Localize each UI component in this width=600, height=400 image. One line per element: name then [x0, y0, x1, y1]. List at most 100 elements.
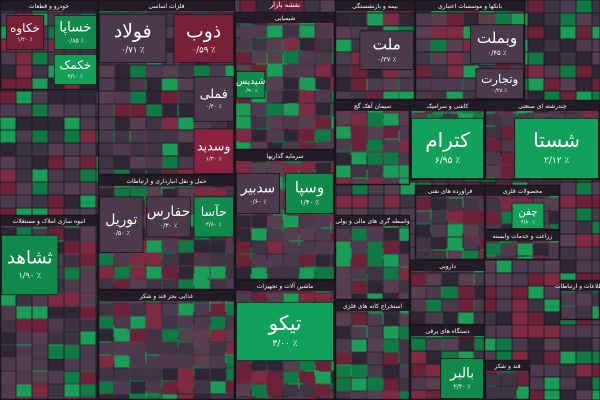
cell [576, 78, 592, 91]
cell [335, 39, 351, 52]
sector-name: شیمیایی [275, 15, 296, 22]
cell [592, 39, 600, 52]
cell [210, 316, 226, 329]
sector-border [409, 259, 486, 326]
cell [383, 13, 399, 26]
cell [485, 139, 501, 152]
cell [528, 52, 544, 65]
cell [235, 38, 251, 51]
stock-tile [193, 76, 234, 122]
cell [194, 381, 210, 394]
cell [335, 113, 351, 126]
cell [528, 312, 544, 325]
cell [560, 52, 576, 65]
cell [114, 329, 130, 342]
cell [447, 198, 463, 211]
cell [384, 182, 400, 195]
cell [64, 358, 80, 371]
cell [383, 228, 399, 241]
sector-name: اطلاعات و ارتباطات [555, 283, 600, 290]
cell [16, 371, 32, 384]
cell [98, 329, 114, 342]
cell [299, 25, 315, 38]
cell [32, 397, 48, 400]
cell [226, 65, 235, 78]
cell [399, 352, 410, 365]
cell [16, 130, 32, 143]
cell [367, 152, 383, 165]
stock-change: ٪ ۲/۴۰ [453, 384, 470, 391]
cell [80, 169, 96, 182]
sector-border [97, 0, 236, 176]
cell [528, 26, 544, 39]
cell [431, 65, 447, 78]
cell [178, 394, 194, 400]
cell [64, 384, 80, 397]
sector-header [1, 216, 97, 226]
cell [410, 273, 426, 286]
cell [351, 78, 367, 91]
cell [64, 143, 80, 156]
cell [351, 113, 367, 126]
cell [415, 65, 431, 78]
cell [383, 254, 399, 267]
sector-name: چندرشته ای صنعتی [518, 103, 567, 110]
cell [442, 312, 458, 325]
cell [194, 253, 210, 266]
stock-change: ٪ ۰/۶۰ [249, 199, 266, 206]
cell [560, 338, 576, 351]
cell [210, 65, 226, 78]
cell [146, 240, 162, 253]
cell [299, 129, 315, 142]
sector-header [99, 1, 234, 11]
cell [226, 368, 235, 381]
cell [592, 273, 600, 286]
cell [544, 299, 560, 312]
cell [544, 0, 560, 13]
cell [399, 178, 410, 185]
cell [32, 143, 48, 156]
cell [560, 13, 576, 26]
stock-change: ٪ ۰/۵۰ [113, 230, 131, 237]
cell [463, 237, 479, 250]
cell [560, 26, 576, 39]
cell [335, 378, 351, 391]
cell [544, 286, 560, 299]
cell [592, 390, 600, 400]
cell [235, 358, 251, 371]
cell [383, 126, 399, 139]
cell [178, 240, 194, 253]
cell [576, 338, 592, 351]
cell [485, 256, 501, 260]
sector-name: محصولات فلزی [503, 188, 542, 195]
cell [560, 260, 576, 273]
cell [447, 13, 463, 26]
cell [315, 228, 331, 241]
cell [194, 65, 210, 78]
sector-border [484, 184, 561, 231]
cell [315, 116, 331, 129]
cell [98, 156, 114, 169]
cell [517, 256, 533, 260]
cell [64, 228, 80, 241]
cell [98, 253, 114, 266]
cell [415, 91, 431, 100]
cell [383, 280, 399, 293]
cell [415, 78, 431, 91]
cell [576, 13, 592, 26]
cell [162, 156, 178, 169]
cell [251, 103, 267, 116]
cell [235, 384, 251, 397]
cell [162, 78, 178, 91]
cell [146, 355, 162, 368]
cell [0, 169, 16, 182]
cell [162, 342, 178, 355]
cell [331, 254, 335, 267]
stock-symbol: فولاد [114, 22, 152, 43]
sector-header [416, 1, 524, 11]
cell [64, 397, 80, 400]
cell [226, 316, 235, 329]
cell [368, 182, 384, 195]
cell [367, 280, 383, 293]
